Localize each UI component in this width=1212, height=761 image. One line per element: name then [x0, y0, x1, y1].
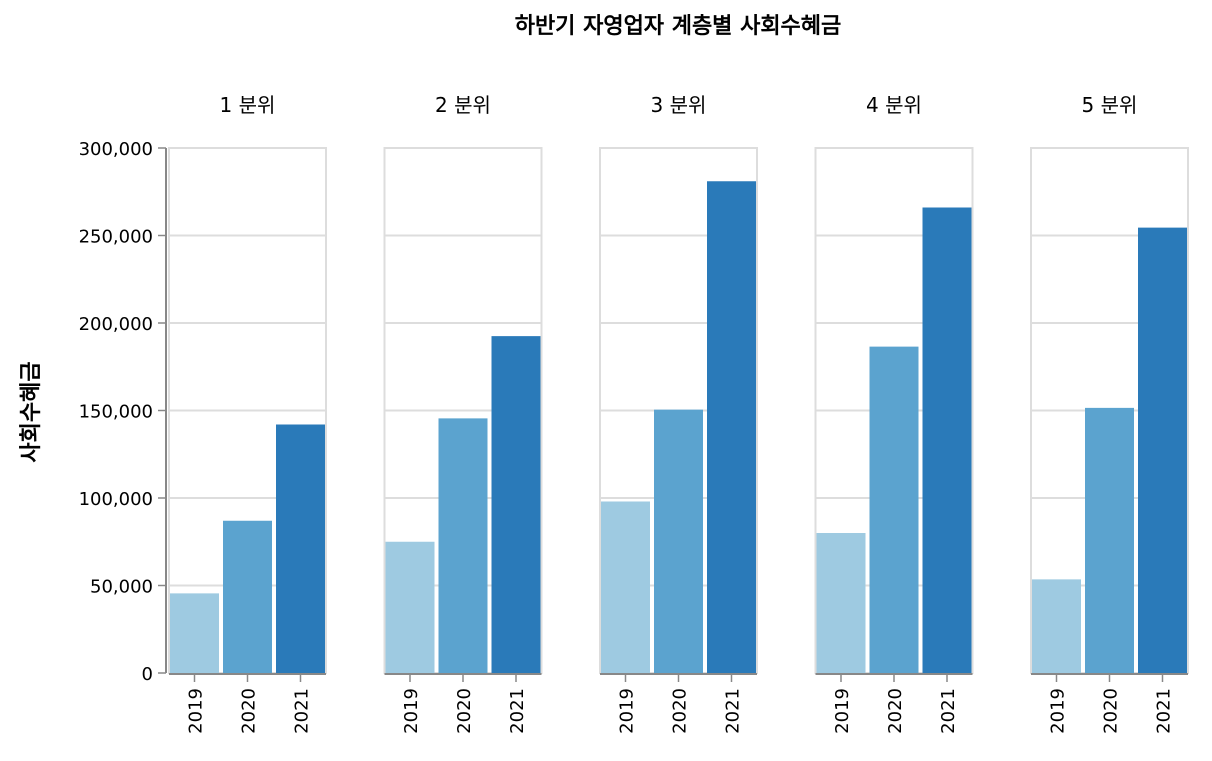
y-tick-label: 200,000 [79, 314, 153, 335]
y-tick-label: 0 [142, 664, 153, 685]
y-axis: 0 50,000 100,000 150,000 200,000 250,000 300,0… [79, 139, 167, 685]
bar-2020[interactable]: 5 분위 2020: 151,500 [1085, 407, 1134, 673]
bar-2019[interactable]: 5 분위 2019: 53,500 [1032, 579, 1081, 673]
bar-2021[interactable]: 1 분위 2021: 142,000 [276, 424, 325, 674]
x-tick-label: 2021 [292, 688, 313, 734]
x-tick-label: 2020 [454, 688, 475, 734]
facet-panel: 5 분위 5 분위 2019: 53,500 2019 5 분위 2020: 151,… [1030, 93, 1189, 734]
y-tick-label: 250,000 [79, 227, 153, 248]
bar-2021[interactable]: 3 분위 2021: 281,000 [707, 181, 756, 673]
y-tick-label: 150,000 [79, 402, 153, 423]
x-tick-label: 2020 [1101, 688, 1122, 734]
facet-label: 5 분위 [1082, 93, 1138, 117]
x-tick-label: 2019 [401, 688, 422, 734]
x-tick-label: 2021 [507, 688, 528, 734]
x-tick-label: 2019 [1048, 688, 1069, 734]
bar-2021[interactable]: 2 분위 2021: 192,500 [491, 336, 541, 673]
facet-label: 2 분위 [435, 93, 491, 117]
bar-2020[interactable]: 1 분위 2020: 87,000 [223, 520, 272, 673]
y-tick-label: 100,000 [79, 489, 153, 510]
x-tick-label: 2019 [186, 688, 207, 734]
y-tick-label: 50,000 [90, 577, 153, 598]
x-tick-label: 2021 [938, 688, 959, 734]
bar-2019[interactable]: 4 분위 2019: 80,000 [816, 533, 866, 673]
bar-2019[interactable]: 2 분위 2019: 75,000 [385, 541, 435, 673]
facet-label: 3 분위 [651, 93, 707, 117]
chart-title: 하반기 자영업자 계층별 사회수혜금 [515, 14, 842, 39]
facet-panel: 3 분위 3 분위 2019: 98,000 2019 3 분위 2020: 150,… [599, 93, 758, 734]
facet-panel: 4 분위 4 분위 2019: 80,000 2019 4 분위 2020: 186,… [814, 93, 974, 734]
y-tick-label: 300,000 [79, 139, 153, 160]
bar-2020[interactable]: 2 분위 2020: 145,500 [438, 418, 488, 673]
x-tick-label: 2019 [617, 688, 638, 734]
facet-panels: 1 분위 1 분위 2019: 45,500 2019 1 분위 2020: 87,0… [168, 93, 1189, 734]
bar-2019[interactable]: 1 분위 2019: 45,500 [170, 593, 219, 673]
y-axis-title: 사회수혜금 [19, 361, 44, 462]
facet-label: 4 분위 [866, 93, 922, 117]
bar-2021[interactable]: 5 분위 2021: 254,500 [1138, 227, 1187, 673]
facet-panel: 2 분위 2 분위 2019: 75,000 2019 2 분위 2020: 145,… [383, 93, 543, 734]
facet-panel: 1 분위 1 분위 2019: 45,500 2019 1 분위 2020: 87,0… [168, 93, 327, 734]
x-tick-label: 2020 [885, 688, 906, 734]
bar-2020[interactable]: 4 분위 2020: 186,500 [869, 346, 919, 673]
x-tick-label: 2020 [239, 688, 260, 734]
x-tick-label: 2020 [670, 688, 691, 734]
bar-2019[interactable]: 3 분위 2019: 98,000 [601, 501, 650, 674]
bar-2021[interactable]: 4 분위 2021: 266,000 [922, 207, 972, 674]
x-tick-label: 2021 [723, 688, 744, 734]
x-tick-label: 2021 [1154, 688, 1175, 734]
facet-label: 1 분위 [220, 93, 276, 117]
bar-2020[interactable]: 3 분위 2020: 150,500 [654, 409, 703, 673]
x-tick-label: 2019 [832, 688, 853, 734]
